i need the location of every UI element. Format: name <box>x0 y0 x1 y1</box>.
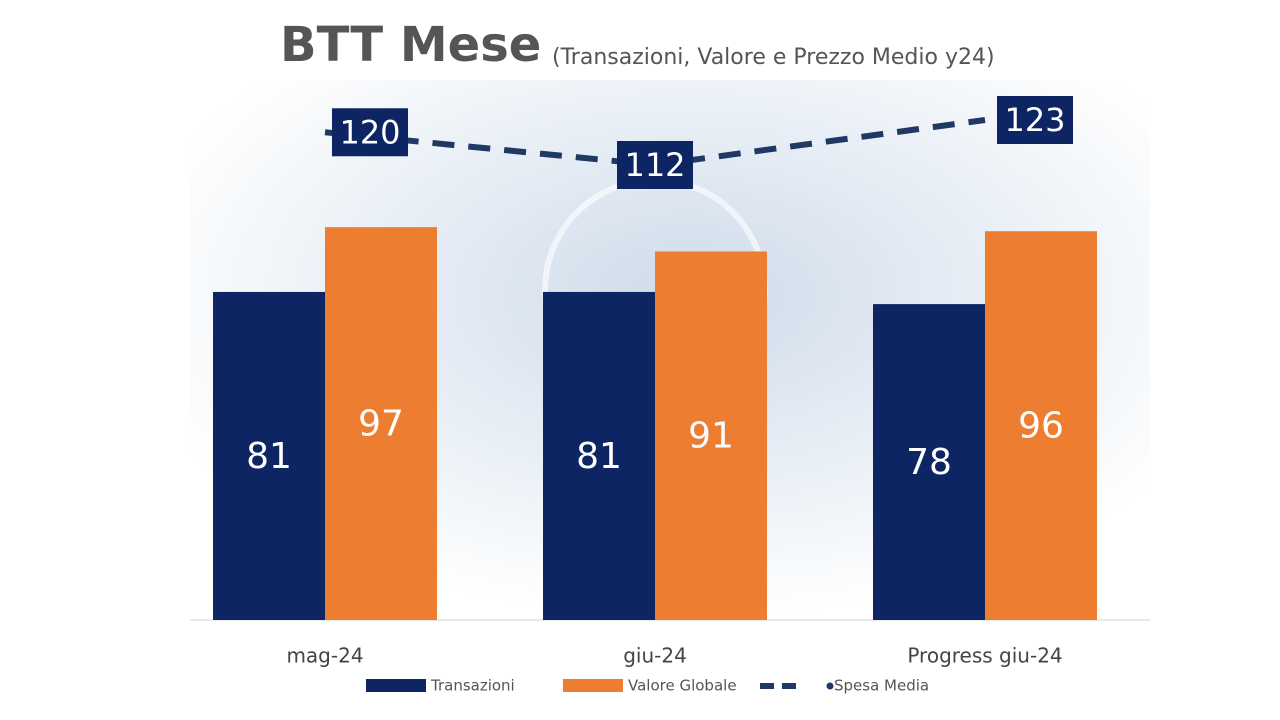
legend-label: Transazioni <box>430 677 515 695</box>
data-label: 91 <box>688 416 734 457</box>
chart-title: BTT Mese <box>280 17 541 73</box>
bar <box>655 251 767 620</box>
bar <box>213 291 325 620</box>
legend-label: Spesa Media <box>834 677 929 695</box>
x-tick-label: Progress giu-24 <box>907 644 1062 668</box>
legend-swatch <box>563 679 623 692</box>
legend-label: Valore Globale <box>628 677 737 695</box>
data-label-box <box>997 96 1073 144</box>
legend-swatch <box>366 679 426 692</box>
x-tick-label: giu-24 <box>623 644 687 668</box>
bar <box>543 291 655 620</box>
data-label: 81 <box>246 436 292 477</box>
data-label: 81 <box>576 436 622 477</box>
bar <box>873 304 985 620</box>
data-label: 120 <box>339 113 400 151</box>
bar <box>325 227 437 620</box>
data-label: 123 <box>1004 101 1065 139</box>
data-label: 78 <box>906 442 952 483</box>
data-label: 97 <box>358 404 404 445</box>
chart-subtitle: (Transazioni, Valore e Prezzo Medio y24) <box>552 45 995 70</box>
data-label: 96 <box>1018 406 1064 447</box>
data-label-box <box>332 108 408 157</box>
legend-marker <box>826 682 834 690</box>
data-label-box <box>617 141 693 189</box>
x-tick-label: mag-24 <box>286 644 363 668</box>
bar <box>985 231 1097 620</box>
data-label: 112 <box>624 146 685 184</box>
